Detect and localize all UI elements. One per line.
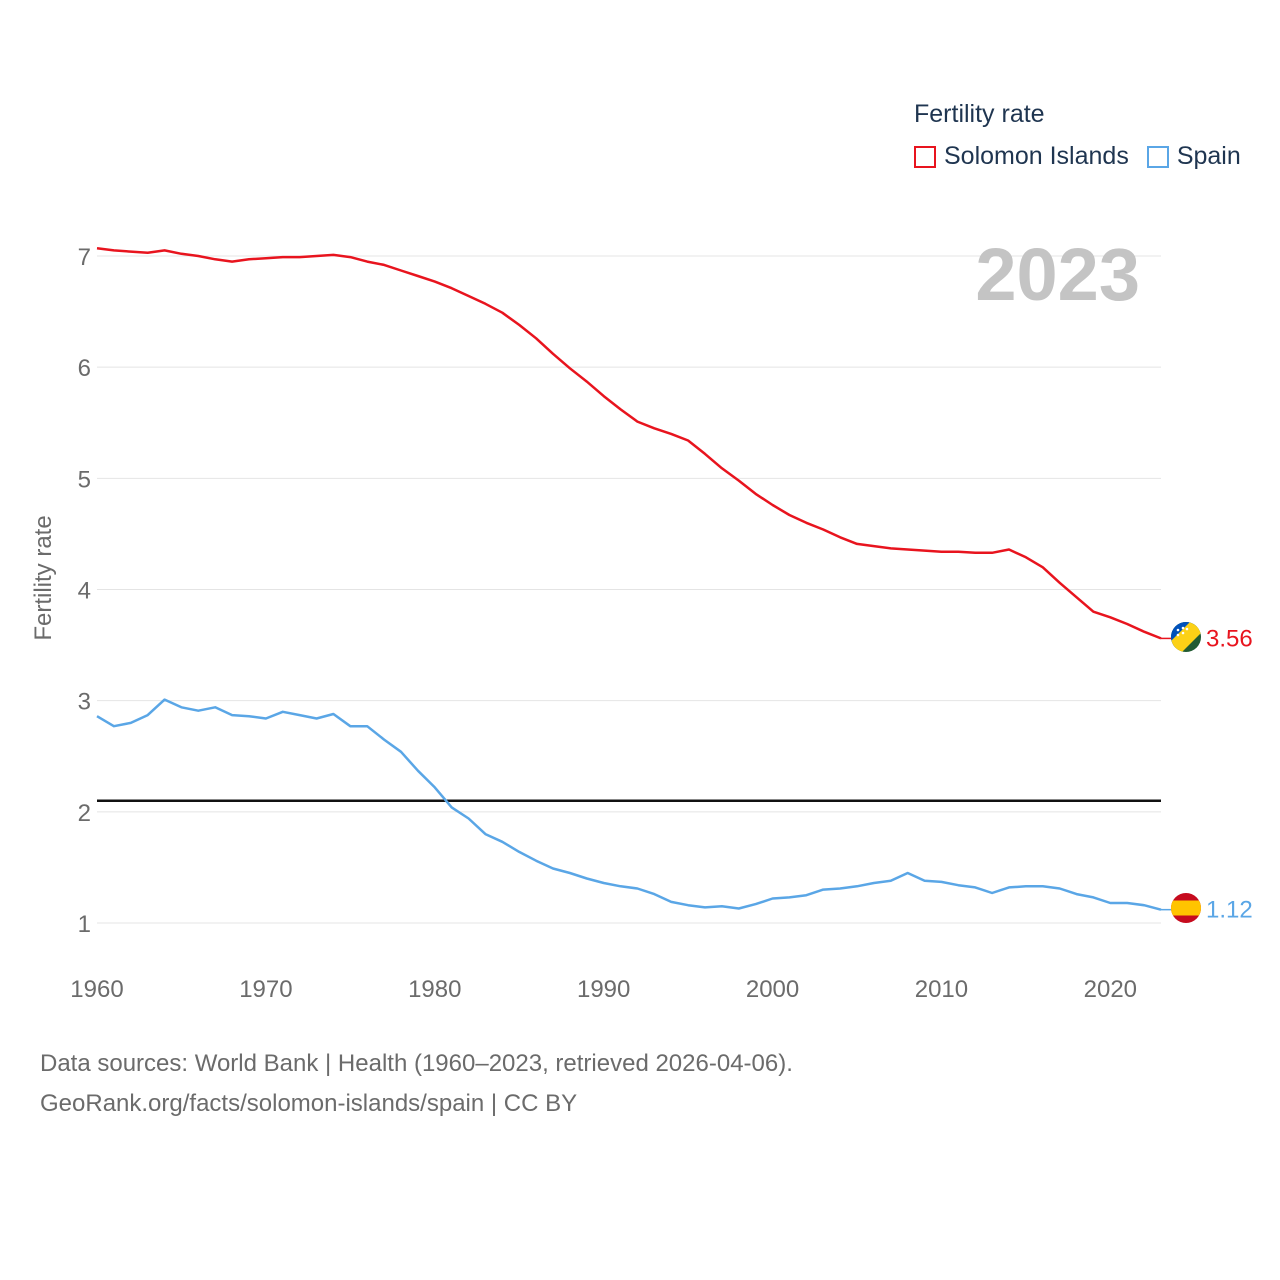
series-lines: 3.56 1.12 xyxy=(96,246,1253,924)
year-label: 2023 xyxy=(975,233,1140,316)
y-tick-label: 6 xyxy=(78,355,91,382)
x-tick-label: 2020 xyxy=(1084,976,1137,1003)
gridlines xyxy=(97,255,1161,924)
x-tick-label: 2000 xyxy=(746,976,799,1003)
legend-label-spain: Spain xyxy=(1176,142,1241,170)
y-tick-label: 1 xyxy=(78,911,91,938)
x-tick-label: 1990 xyxy=(577,976,630,1003)
x-axis-ticks: 1960 1970 1980 1990 2000 2010 2020 xyxy=(70,976,1137,1003)
y-tick-label: 3 xyxy=(78,689,91,716)
end-value-label-spain: 1.12 xyxy=(1206,897,1253,924)
end-value-label-solomon-islands: 3.56 xyxy=(1206,625,1253,652)
y-tick-label: 5 xyxy=(78,466,91,493)
x-tick-label: 2010 xyxy=(915,976,968,1003)
legend-swatch-spain xyxy=(1146,145,1169,168)
y-tick-label: 7 xyxy=(78,244,91,271)
legend-swatch-solomon-islands xyxy=(914,145,936,168)
x-tick-label: 1970 xyxy=(239,976,292,1003)
data-source-text: Data sources: World Bank | Health (1960–… xyxy=(40,1050,793,1077)
legend-item-spain[interactable]: Spain xyxy=(1146,142,1241,171)
legend-item-solomon-islands[interactable]: Solomon Islands xyxy=(914,142,1129,171)
series-line-spain[interactable] xyxy=(96,698,1162,911)
y-axis-label: Fertility rate xyxy=(30,515,57,640)
y-axis-ticks: 1 2 3 4 5 6 7 xyxy=(78,244,91,938)
legend-title: Fertility rate xyxy=(914,100,1045,128)
x-tick-label: 1980 xyxy=(408,976,461,1003)
footer: Data sources: World Bank | Health (1960–… xyxy=(40,1044,793,1124)
source-url-text: GeoRank.org/facts/solomon-islands/spain … xyxy=(40,1090,578,1117)
legend: Solomon Islands Spain xyxy=(914,142,1259,171)
y-tick-label: 4 xyxy=(78,578,91,605)
x-tick-label: 1960 xyxy=(70,976,123,1003)
series-line-solomon-islands[interactable] xyxy=(96,246,1162,640)
y-tick-label: 2 xyxy=(78,800,91,827)
legend-label-solomon-islands: Solomon Islands xyxy=(944,142,1129,170)
solomon-islands-flag xyxy=(1171,622,1201,652)
spain-flag xyxy=(1171,893,1201,923)
